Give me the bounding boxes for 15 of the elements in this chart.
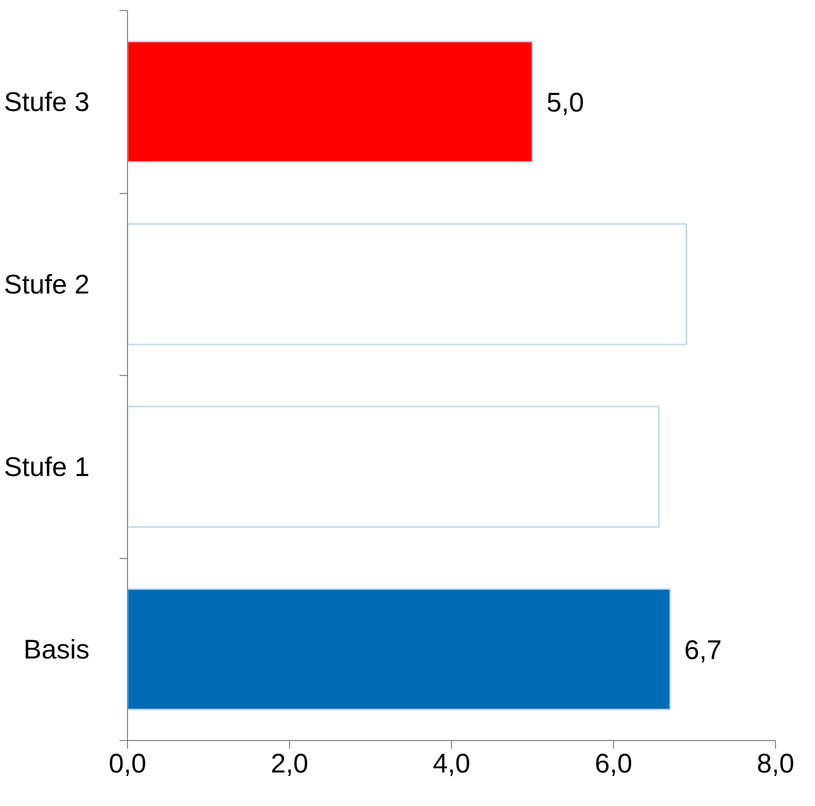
data-label: 6,7 xyxy=(684,634,722,665)
y-tick-label: Stufe 2 xyxy=(4,269,90,300)
x-tick-label: 4,0 xyxy=(432,748,470,778)
x-tick-label: 0,0 xyxy=(108,748,146,778)
x-tick-label: 6,0 xyxy=(594,748,632,778)
y-tick-label: Stufe 1 xyxy=(4,452,90,482)
bar xyxy=(128,588,671,710)
y-tick-label: Basis xyxy=(23,634,90,664)
bar xyxy=(128,40,534,163)
data-label: 5,0 xyxy=(546,87,584,118)
x-tick-label: 8,0 xyxy=(756,748,794,778)
x-tick-label: 2,0 xyxy=(270,748,308,778)
bar xyxy=(128,406,660,528)
bar xyxy=(128,223,688,346)
y-tick-label: Stufe 3 xyxy=(4,86,90,117)
